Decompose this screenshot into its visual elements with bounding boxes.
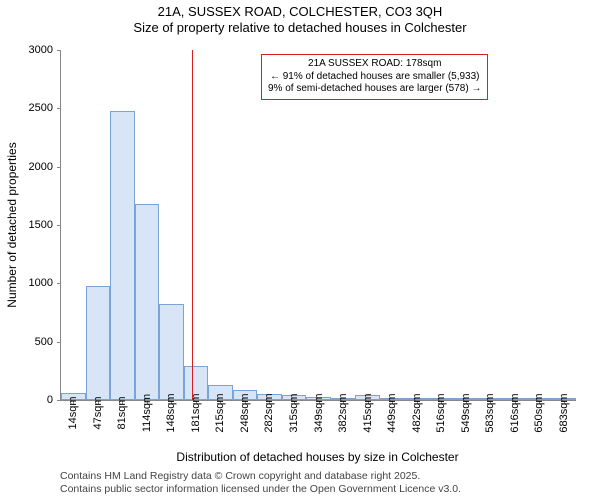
chart-subtitle: Size of property relative to detached ho…: [0, 20, 600, 35]
chart-title: 21A, SUSSEX ROAD, COLCHESTER, CO3 3QH: [0, 4, 600, 19]
ytick-line: [57, 225, 61, 226]
annotation-line: 21A SUSSEX ROAD: 178sqm: [268, 58, 481, 71]
ytick-label: 0: [47, 394, 53, 406]
x-axis-label: Distribution of detached houses by size …: [176, 450, 458, 464]
xtick-label: 683sqm: [558, 393, 570, 432]
xtick-label: 282sqm: [263, 393, 275, 432]
xtick-label: 382sqm: [337, 393, 349, 432]
annotation-line: 9% of semi-detached houses are larger (5…: [268, 83, 481, 96]
ytick-label: 2500: [29, 102, 53, 114]
xtick-label: 215sqm: [214, 393, 226, 432]
ytick-line: [57, 283, 61, 284]
xtick-label: 449sqm: [386, 393, 398, 432]
xtick-label: 148sqm: [165, 393, 177, 432]
xtick-label: 315sqm: [288, 393, 300, 432]
histogram-bar: [110, 111, 135, 400]
ytick-line: [57, 108, 61, 109]
ytick-line: [57, 342, 61, 343]
annotation-box: 21A SUSSEX ROAD: 178sqm← 91% of detached…: [261, 54, 488, 100]
footer-line2: Contains public sector information licen…: [60, 483, 461, 496]
xtick-label: 516sqm: [435, 393, 447, 432]
xtick-label: 14sqm: [67, 396, 79, 429]
ytick-line: [57, 50, 61, 51]
ytick-label: 1000: [29, 277, 53, 289]
histogram-bar: [86, 286, 111, 400]
xtick-label: 616sqm: [509, 393, 521, 432]
histogram-bar: [159, 304, 184, 400]
ytick-line: [57, 400, 61, 401]
xtick-label: 482sqm: [411, 393, 423, 432]
xtick-label: 583sqm: [484, 393, 496, 432]
xtick-label: 415sqm: [362, 393, 374, 432]
y-axis-label: Number of detached properties: [5, 142, 19, 307]
xtick-label: 248sqm: [239, 393, 251, 432]
xtick-label: 81sqm: [116, 396, 128, 429]
xtick-label: 114sqm: [141, 394, 153, 432]
ytick-line: [57, 167, 61, 168]
histogram-bar: [135, 204, 160, 400]
ytick-label: 2000: [29, 161, 53, 173]
footer-attribution: Contains HM Land Registry data © Crown c…: [60, 470, 461, 496]
reference-line: [192, 50, 193, 400]
xtick-label: 47sqm: [92, 396, 104, 429]
plot-area: 05001000150020002500300014sqm47sqm81sqm1…: [60, 50, 576, 401]
xtick-label: 349sqm: [313, 393, 325, 432]
annotation-line: ← 91% of detached houses are smaller (5,…: [268, 71, 481, 84]
ytick-label: 3000: [29, 44, 53, 56]
ytick-label: 500: [35, 336, 53, 348]
footer-line1: Contains HM Land Registry data © Crown c…: [60, 470, 461, 483]
ytick-label: 1500: [29, 219, 53, 231]
xtick-label: 549sqm: [460, 393, 472, 432]
xtick-label: 650sqm: [533, 393, 545, 432]
